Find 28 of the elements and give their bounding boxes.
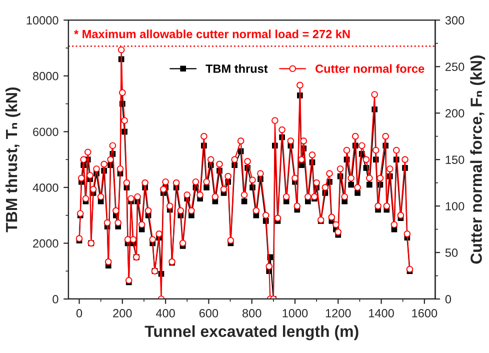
x-tick-label: 400: [156, 309, 175, 318]
y2-tick-label: 300: [445, 16, 464, 25]
y2-tick-label: 200: [446, 109, 464, 118]
y-tick-label: 0: [52, 295, 58, 304]
y2-tick-label: 250: [446, 62, 464, 71]
x-tick-label: 600: [199, 309, 218, 318]
x-tick-label: 1400: [369, 309, 394, 318]
x-axis-title: Tunnel excavated length (m): [144, 325, 358, 340]
y-tick-label: 4000: [32, 183, 58, 192]
x-tick-label: 200: [113, 309, 132, 318]
legend-label: Cutter normal force: [316, 64, 424, 73]
y-tick-label: 10000: [26, 16, 58, 25]
x-tick-label: 1200: [326, 309, 351, 318]
ref-line-label: * Maximum allowable cutter normal load = 272 kN: [74, 30, 350, 38]
y2-tick-label: 150: [446, 156, 464, 164]
y-tick-label: 6000: [33, 128, 58, 136]
x-tick-label: 0: [76, 309, 82, 318]
y-tick-label: 8000: [32, 72, 58, 80]
x-tick-label: 1000: [282, 309, 308, 318]
y2-tick-label: 0: [445, 295, 452, 304]
y-tick-label: 2000: [33, 239, 58, 248]
x-tick-label: 1600: [412, 309, 438, 318]
y2-axis-title: Cutter normal force, Fₙ (kN): [470, 56, 486, 264]
legend-label: TBM thrust: [206, 64, 268, 73]
y2-tick-label: 50: [445, 248, 458, 257]
y-axis-title: TBM thrust, Tₙ (kN): [5, 88, 20, 232]
y2-tick-label: 100: [446, 202, 464, 210]
x-tick-label: 800: [242, 309, 262, 318]
